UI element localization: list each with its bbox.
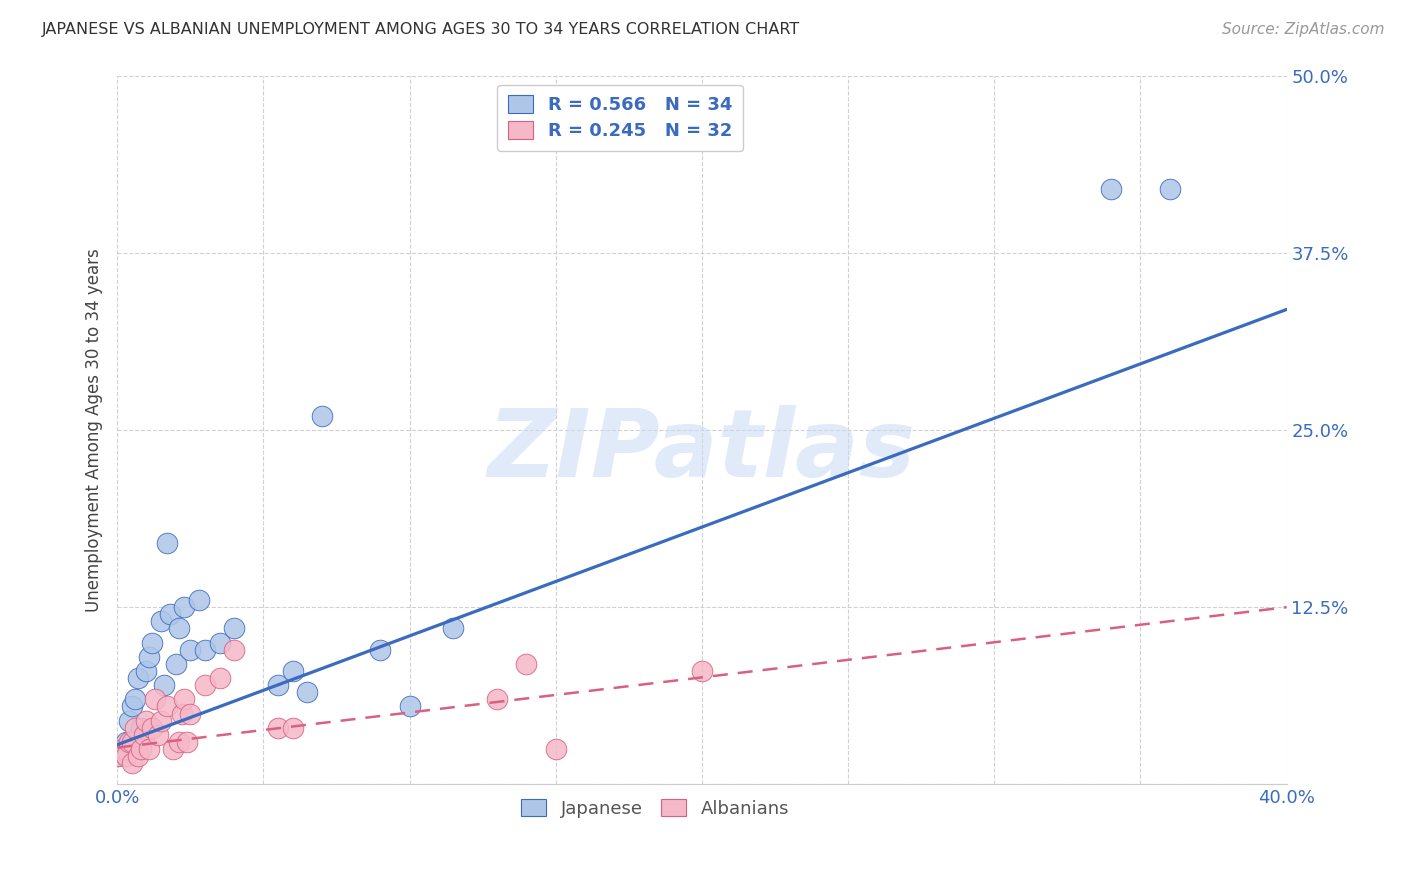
Point bbox=[132, 728, 155, 742]
Point bbox=[115, 735, 138, 749]
Point bbox=[441, 622, 464, 636]
Point bbox=[167, 622, 190, 636]
Point bbox=[159, 607, 181, 622]
Point bbox=[132, 728, 155, 742]
Point bbox=[398, 699, 420, 714]
Point bbox=[138, 742, 160, 756]
Point bbox=[112, 742, 135, 756]
Point bbox=[124, 721, 146, 735]
Point bbox=[105, 749, 128, 764]
Point bbox=[173, 600, 195, 615]
Point bbox=[121, 742, 143, 756]
Point bbox=[129, 742, 152, 756]
Point bbox=[1099, 182, 1122, 196]
Point bbox=[118, 714, 141, 728]
Point bbox=[153, 678, 176, 692]
Point bbox=[1159, 182, 1181, 196]
Point bbox=[224, 622, 246, 636]
Point bbox=[173, 692, 195, 706]
Point bbox=[127, 671, 149, 685]
Point bbox=[156, 699, 179, 714]
Point bbox=[129, 721, 152, 735]
Text: ZIPatlas: ZIPatlas bbox=[488, 405, 915, 497]
Text: JAPANESE VS ALBANIAN UNEMPLOYMENT AMONG AGES 30 TO 34 YEARS CORRELATION CHART: JAPANESE VS ALBANIAN UNEMPLOYMENT AMONG … bbox=[42, 22, 800, 37]
Point bbox=[121, 699, 143, 714]
Point bbox=[311, 409, 333, 423]
Point bbox=[118, 735, 141, 749]
Point bbox=[167, 735, 190, 749]
Point bbox=[176, 735, 198, 749]
Point bbox=[115, 749, 138, 764]
Point bbox=[515, 657, 537, 671]
Point bbox=[105, 749, 128, 764]
Point bbox=[690, 664, 713, 678]
Point bbox=[194, 678, 217, 692]
Legend: Japanese, Albanians: Japanese, Albanians bbox=[513, 792, 796, 825]
Point bbox=[121, 756, 143, 771]
Point bbox=[486, 692, 509, 706]
Point bbox=[297, 685, 319, 699]
Point bbox=[138, 649, 160, 664]
Point bbox=[156, 536, 179, 550]
Point bbox=[121, 735, 143, 749]
Point bbox=[165, 657, 187, 671]
Point bbox=[150, 714, 173, 728]
Point bbox=[281, 721, 304, 735]
Point bbox=[124, 692, 146, 706]
Point bbox=[143, 692, 166, 706]
Point bbox=[170, 706, 193, 721]
Point bbox=[368, 642, 391, 657]
Point bbox=[162, 742, 184, 756]
Point bbox=[208, 671, 231, 685]
Point bbox=[127, 749, 149, 764]
Point bbox=[141, 635, 163, 649]
Point bbox=[179, 706, 201, 721]
Point bbox=[267, 721, 290, 735]
Point bbox=[135, 714, 157, 728]
Point bbox=[208, 635, 231, 649]
Point bbox=[127, 735, 149, 749]
Point bbox=[146, 728, 169, 742]
Point bbox=[150, 615, 173, 629]
Point bbox=[141, 721, 163, 735]
Text: Source: ZipAtlas.com: Source: ZipAtlas.com bbox=[1222, 22, 1385, 37]
Point bbox=[544, 742, 567, 756]
Point bbox=[267, 678, 290, 692]
Point bbox=[179, 642, 201, 657]
Point bbox=[224, 642, 246, 657]
Point bbox=[188, 593, 211, 607]
Point bbox=[194, 642, 217, 657]
Point bbox=[135, 664, 157, 678]
Point bbox=[281, 664, 304, 678]
Y-axis label: Unemployment Among Ages 30 to 34 years: Unemployment Among Ages 30 to 34 years bbox=[86, 248, 103, 612]
